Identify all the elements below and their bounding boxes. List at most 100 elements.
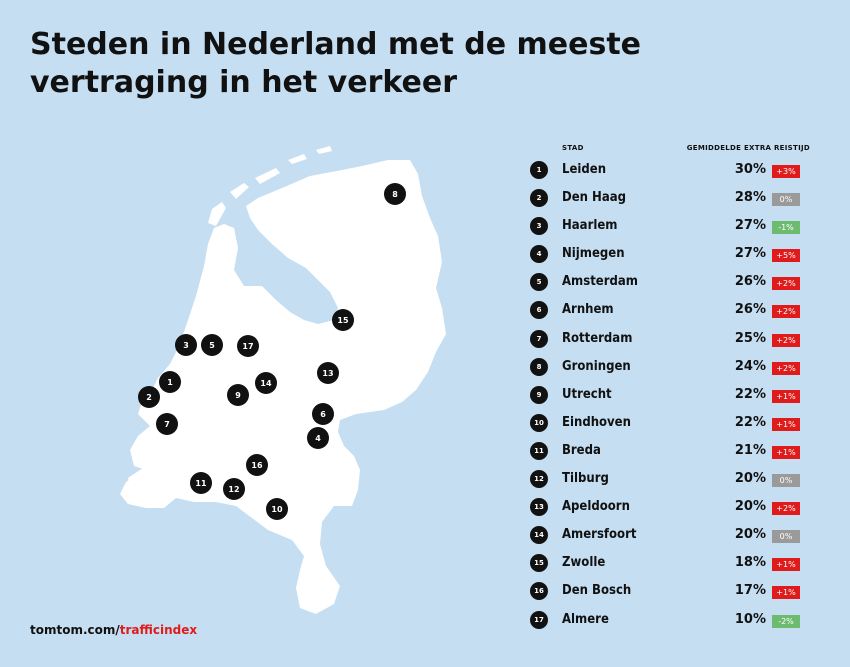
rank-badge: 1 [530,161,548,179]
city-marker: 2 [138,386,160,408]
city-marker: 17 [237,335,259,357]
marker-dot [246,454,268,476]
rank-badge: 10 [530,413,548,432]
rank-badge: 16 [530,582,548,601]
marker-dot [266,498,288,520]
city-marker: 4 [307,427,329,449]
extra-travel-pct: 17% [734,583,766,599]
city-marker: 7 [156,413,178,435]
extra-travel-pct: 28% [734,190,766,206]
city-marker: 15 [332,309,354,331]
marker-dot [201,334,223,356]
change-badge: +2% [772,361,800,375]
footer-path: trafficindex [119,623,198,637]
city-name: Tilburg [562,471,609,487]
city-name: Apeldoorn [562,499,630,515]
footer-link[interactable]: tomtom.com/trafficindex [30,623,197,637]
rank-badge: 3 [530,217,548,236]
schiermonnikoog-island [316,146,332,154]
marker-number: 11 [195,479,207,488]
marker-dot [175,334,197,356]
table-row: 3 Haarlem 27% -1% [530,214,810,242]
marker-number: 9 [235,391,241,400]
table-row: 9 Utrecht 22% +1% [530,383,810,411]
city-marker: 3 [175,334,197,356]
city-name: Breda [562,442,601,458]
city-name: Almere [562,611,609,627]
city-name: Eindhoven [562,414,631,430]
marker-dot [312,403,334,425]
table-row: 15 Zwolle 18% +1% [530,551,810,579]
marker-number: 2 [146,393,152,402]
table-row: 13 Apeldoorn 20% +2% [530,495,810,523]
rank-badge: 12 [530,470,548,489]
change-badge: +1% [772,417,800,431]
marker-number: 7 [164,420,170,429]
change-badge: +2% [772,305,800,319]
city-name: Zwolle [562,555,606,571]
title-line-2: vertraging in het verkeer [30,65,458,100]
table-row: 5 Amsterdam 26% +2% [530,270,810,298]
city-marker: 1 [159,371,181,393]
city-marker: 5 [201,334,223,356]
marker-number: 17 [242,342,253,351]
marker-dot [223,478,245,500]
city-name: Groningen [562,358,631,374]
city-marker: 11 [190,472,212,494]
marker-dot [190,472,212,494]
extra-travel-pct: 27% [734,218,766,234]
city-name: Arnhem [562,302,614,318]
city-name: Haarlem [562,218,618,234]
header-extra-travel-time: GEMIDDELDE EXTRA REISTIJD [686,144,810,152]
change-badge: +5% [772,249,800,263]
extra-travel-pct: 26% [734,274,766,290]
rank-badge: 13 [530,498,548,517]
city-marker: 8 [384,183,406,205]
change-badge: +1% [772,558,800,572]
marker-number: 1 [167,378,173,387]
rank-badge: 8 [530,357,548,376]
terschelling-island [255,168,280,184]
change-badge: 0% [772,474,800,488]
marker-number: 15 [337,316,349,325]
city-marker: 13 [317,362,339,384]
texel-island [208,202,226,226]
city-marker: 6 [312,403,334,425]
rank-badge: 9 [530,385,548,404]
marker-number: 5 [209,341,215,350]
extra-travel-pct: 20% [734,499,766,515]
change-badge: +2% [772,277,800,291]
table-row: 4 Nijmegen 27% +5% [530,242,810,270]
marker-dot [237,335,259,357]
city-name: Nijmegen [562,246,625,262]
marker-dot [255,372,277,394]
change-badge: +2% [772,333,800,347]
extra-travel-pct: 26% [734,302,766,318]
marker-number: 6 [320,410,326,419]
extra-travel-pct: 21% [734,442,766,458]
rank-badge: 11 [530,441,548,460]
rank-badge: 6 [530,301,548,320]
ameland-island [288,154,307,164]
marker-number: 3 [183,341,189,350]
page-title: Steden in Nederland met de meeste vertra… [30,26,670,102]
rank-badge: 7 [530,329,548,348]
marker-number: 8 [392,190,398,199]
table-row: 7 Rotterdam 25% +2% [530,327,810,355]
rank-badge: 15 [530,554,548,573]
table-row: 17 Almere 10% -2% [530,608,810,636]
table-row: 1 Leiden 30% +3% [530,158,810,186]
rank-badge: 17 [530,610,548,629]
marker-dot [317,362,339,384]
marker-number: 10 [271,505,283,514]
extra-travel-pct: 20% [734,527,766,543]
city-name: Amersfoort [562,527,637,543]
marker-dot [307,427,329,449]
marker-dot [227,384,249,406]
table-rows: 1 Leiden 30% +3% 2 Den Haag 28% 0% 3 Haarlem 27% -1… [530,158,810,636]
change-badge: 0% [772,530,800,544]
city-marker: 14 [255,372,277,394]
city-name: Rotterdam [562,330,633,346]
city-name: Den Bosch [562,583,632,599]
mainland [120,160,446,614]
